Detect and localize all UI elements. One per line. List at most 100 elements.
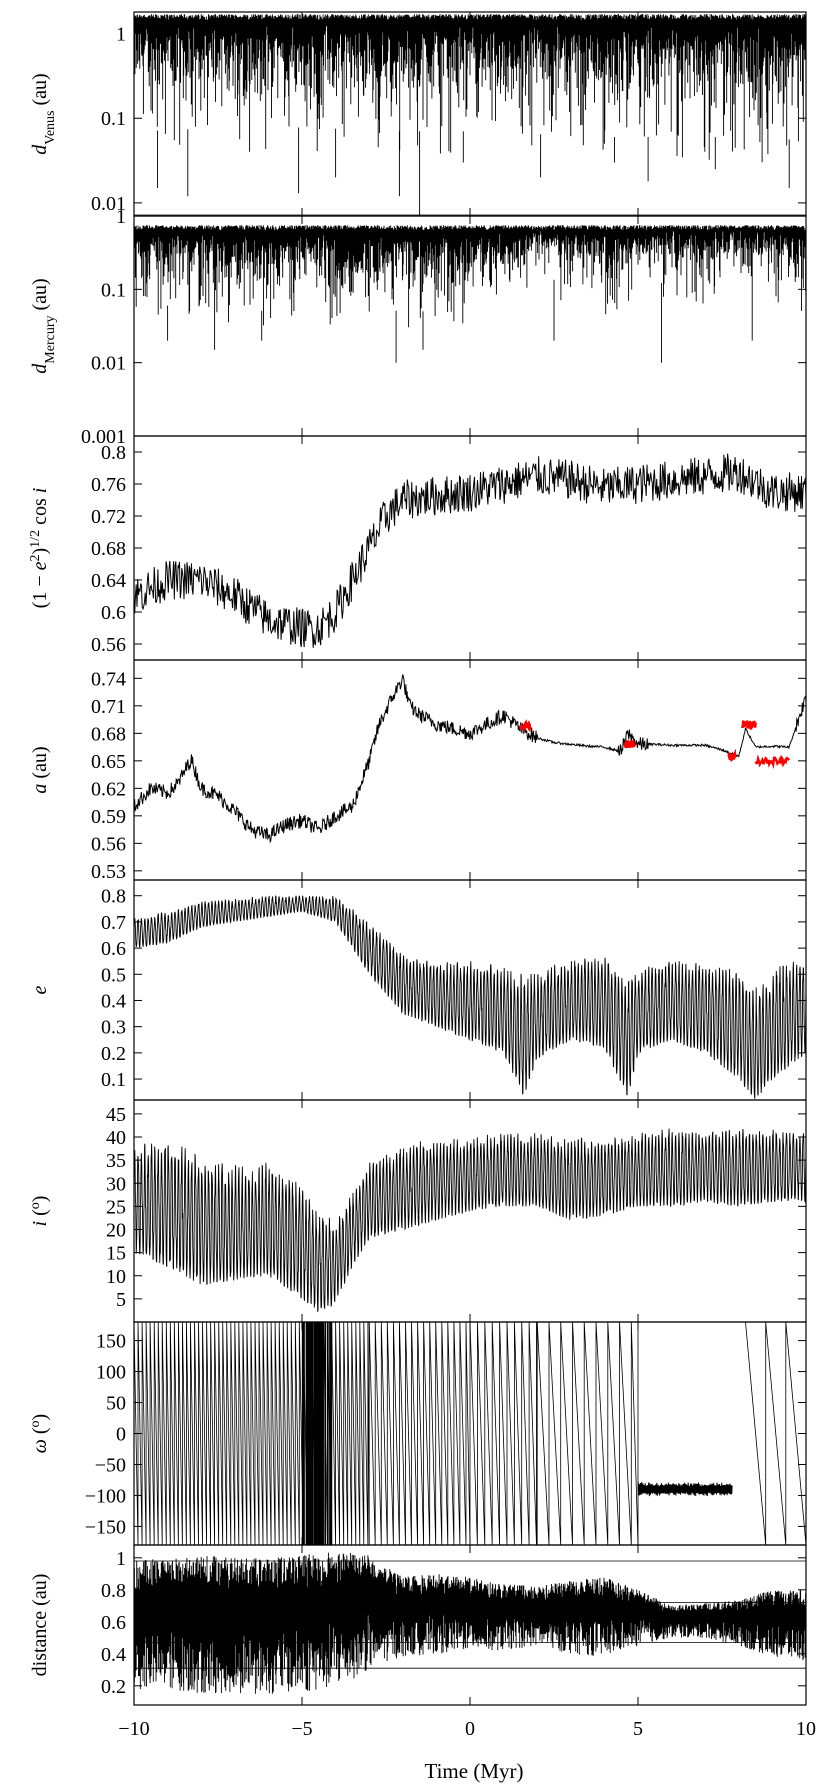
x-tick-label: 5	[633, 1718, 643, 1740]
y-axis-label-omega: ω (o)	[28, 1414, 52, 1453]
plot-ecc	[134, 895, 806, 1099]
y-tick-label: 0.62	[91, 778, 126, 800]
plot-distance	[134, 1552, 806, 1694]
panel-omega: −150 −100 −50 0 50 100 150 ω (o)	[28, 1321, 807, 1546]
y-tick-label: 1	[116, 206, 126, 228]
y-tick-label: 0.53	[91, 861, 126, 883]
panel-dvenus: 0.01 0.1 1 dVenus (au)	[29, 11, 807, 217]
y-tick-label: 0.8	[101, 886, 126, 908]
y-tick-label: 100	[96, 1362, 126, 1384]
y-tick-label: 25	[106, 1196, 126, 1218]
y-axis-label-semimajor: a (au)	[29, 746, 51, 793]
y-tick-label: 0.6	[101, 938, 126, 960]
plot-dvenus	[134, 14, 806, 216]
highlight-segment-2	[727, 748, 737, 763]
plot-kozai	[134, 453, 806, 648]
y-tick-label: 0.1	[101, 1069, 126, 1091]
y-tick-label: 0.8	[101, 442, 126, 464]
y-tick-label: 0.4	[101, 990, 126, 1012]
series-dmercury	[134, 225, 806, 363]
y-tick-label: 0.71	[91, 696, 126, 718]
y-tick-label: 150	[96, 1331, 126, 1353]
y-tick-label: 1	[116, 1548, 126, 1570]
y-tick-label: 0	[116, 1424, 126, 1446]
y-axis-label-ecc: e	[29, 985, 51, 994]
y-tick-label: 15	[106, 1243, 126, 1265]
x-axis-label: Time (Myr)	[425, 1759, 524, 1783]
plot-omega	[134, 1322, 806, 1545]
frame-semimajor	[133, 659, 807, 881]
series-kozai	[134, 453, 806, 648]
y-tick-label: 0.1	[101, 108, 126, 130]
panel-ecc: 0.1 0.2 0.3 0.4 0.5 0.6 0.7 0.8 e	[29, 879, 807, 1101]
y-tick-label: 0.72	[91, 506, 126, 528]
highlight-segment-0	[519, 719, 532, 733]
y-axis-label-dmercury: dMercury (au)	[29, 278, 58, 373]
panel-dmercury: 0.001 0.01 0.1 1 dMercury (au)	[29, 206, 807, 448]
y-tick-label: 0.6	[101, 1612, 126, 1634]
x-tick-label: −10	[118, 1718, 149, 1740]
panel-semimajor: 0.53 0.56 0.59 0.62 0.65 0.68 0.71 0.74 a (au)	[29, 659, 807, 883]
y-tick-label: 0.01	[91, 193, 126, 215]
y-axis-label-incl: i (o)	[28, 1196, 52, 1227]
circulation-segment-4	[745, 1322, 806, 1545]
y-tick-label: 0.7	[101, 912, 126, 934]
y-tick-label: 0.2	[101, 1043, 126, 1065]
y-tick-label: 0.56	[91, 833, 126, 855]
y-tick-label: −50	[95, 1454, 126, 1476]
y-tick-label: 40	[106, 1127, 126, 1149]
y-tick-label: 0.3	[101, 1017, 126, 1039]
x-tick-label: 0	[465, 1718, 475, 1740]
y-tick-label: 10	[106, 1266, 126, 1288]
panel-kozai: 0.56 0.6 0.64 0.68 0.72 0.76 0.8 (1 − e2)1/2 co…	[28, 435, 807, 661]
x-tick-label: −5	[291, 1718, 312, 1740]
circulation-segment-1	[368, 1322, 471, 1545]
series-ecc	[134, 895, 806, 1099]
series-incl	[134, 1128, 806, 1312]
y-tick-label: 0.65	[91, 751, 126, 773]
circulation-segment-2	[469, 1322, 538, 1545]
highlight-segment-4	[754, 754, 791, 770]
circulation-segment-0	[134, 1322, 370, 1545]
y-tick-label: 0.56	[91, 634, 126, 656]
y-tick-label: 0.4	[101, 1644, 126, 1666]
y-tick-label: 5	[116, 1289, 126, 1311]
libration-segment	[637, 1481, 733, 1497]
y-tick-label: 45	[106, 1104, 126, 1126]
y-tick-label: −100	[85, 1485, 126, 1507]
y-tick-label: 0.68	[91, 723, 126, 745]
x-tick-label: 10	[796, 1718, 816, 1740]
y-tick-label: 0.01	[91, 353, 126, 375]
y-tick-label: 0.001	[81, 426, 126, 448]
y-tick-label: 50	[106, 1393, 126, 1415]
y-tick-label: 1	[116, 24, 126, 46]
y-tick-label: 0.59	[91, 806, 126, 828]
series-semimajor	[134, 674, 806, 844]
series-distance	[134, 1552, 806, 1694]
series-dvenus	[134, 14, 806, 216]
plot-incl	[134, 1128, 806, 1312]
plot-semimajor	[134, 674, 806, 844]
y-tick-label: 0.1	[101, 279, 126, 301]
y-tick-label: 0.74	[91, 668, 126, 690]
y-tick-label: 0.8	[101, 1580, 126, 1602]
y-tick-label: 0.6	[101, 602, 126, 624]
y-axis-label-kozai: (1 − e2)1/2 cos i	[28, 488, 52, 609]
y-tick-label: 0.2	[101, 1676, 126, 1698]
circulation-segment-3	[536, 1322, 639, 1545]
y-tick-label: 35	[106, 1150, 126, 1172]
y-axis-label-distance: distance (au)	[29, 1574, 51, 1677]
dense-region	[301, 1322, 333, 1545]
y-tick-label: −150	[85, 1516, 126, 1538]
highlight-segment-3	[741, 720, 757, 731]
y-tick-label: 30	[106, 1173, 126, 1195]
y-axis-label-dvenus: dVenus (au)	[29, 73, 58, 154]
plot-dmercury	[134, 225, 806, 363]
panel-distance: 0.2 0.4 0.6 0.8 1 distance (au)	[29, 1544, 807, 1706]
highlight-segment-1	[623, 738, 636, 749]
y-tick-label: 20	[106, 1220, 126, 1242]
y-tick-label: 0.76	[91, 474, 126, 496]
y-tick-label: 0.68	[91, 538, 126, 560]
